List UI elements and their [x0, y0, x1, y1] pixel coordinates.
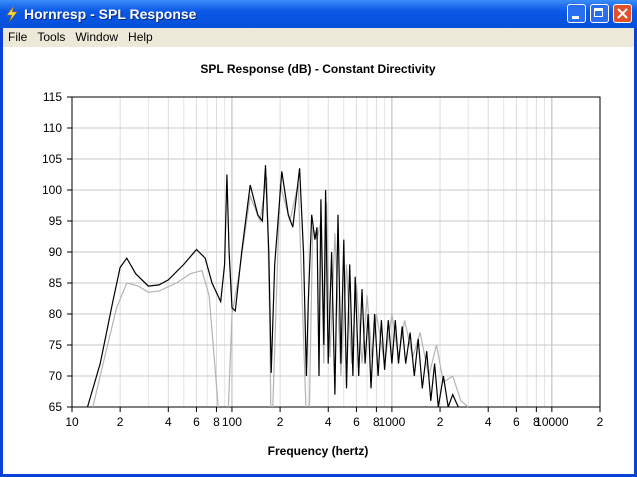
- close-button[interactable]: [613, 4, 632, 23]
- y-tick-label: 100: [42, 183, 62, 197]
- y-tick-label: 70: [49, 369, 63, 383]
- x-tick-label: 4: [325, 415, 332, 429]
- menu-bar: File Tools Window Help: [3, 28, 634, 47]
- y-tick-label: 110: [43, 121, 62, 135]
- menu-item[interactable]: Tools: [37, 30, 66, 44]
- y-tick-label: 65: [49, 400, 63, 414]
- maximize-button[interactable]: [590, 4, 609, 23]
- x-tick-label: 2: [277, 415, 284, 429]
- y-tick-label: 90: [49, 245, 63, 259]
- series-line: [86, 165, 459, 408]
- menu-item[interactable]: Help: [128, 30, 153, 44]
- x-tick-label: 10: [65, 415, 79, 429]
- series-line: [92, 177, 469, 408]
- x-tick-label: 8: [373, 415, 380, 429]
- x-tick-label: 6: [193, 415, 200, 429]
- menu-item[interactable]: File: [8, 30, 28, 44]
- y-tick-label: 105: [42, 152, 62, 166]
- x-tick-label: 6: [513, 415, 520, 429]
- x-tick-label: 4: [485, 415, 492, 429]
- minimize-button[interactable]: [567, 4, 586, 23]
- x-tick-label: 10000: [535, 415, 569, 429]
- y-tick-label: 115: [43, 90, 62, 104]
- y-tick-label: 80: [49, 307, 63, 321]
- chart: SPL Response (dB) - Constant Directivity…: [42, 62, 604, 458]
- menu-item[interactable]: Window: [75, 30, 119, 44]
- x-tick-label: 2: [437, 415, 444, 429]
- chart-area: SPL Response (dB) - Constant Directivity…: [3, 47, 634, 474]
- x-tick-label: 1000: [379, 415, 406, 429]
- x-tick-label: 2: [117, 415, 124, 429]
- x-tick-label: 2: [597, 415, 604, 429]
- x-tick-label: 6: [353, 415, 360, 429]
- x-tick-label: 8: [213, 415, 220, 429]
- y-tick-label: 95: [49, 214, 63, 228]
- x-tick-label: 4: [165, 415, 172, 429]
- y-tick-label: 75: [49, 338, 63, 352]
- plot-frame: [71, 96, 601, 408]
- x-tick-label: 100: [222, 415, 242, 429]
- chart-title: SPL Response (dB) - Constant Directivity: [200, 62, 435, 76]
- x-tick-label: 8: [533, 415, 540, 429]
- x-axis-label: Frequency (hertz): [268, 444, 369, 458]
- y-tick-label: 85: [49, 276, 63, 290]
- app-icon: [6, 6, 18, 22]
- title-bar: Hornresp - SPL Response: [0, 0, 637, 28]
- window-title: Hornresp - SPL Response: [24, 6, 197, 22]
